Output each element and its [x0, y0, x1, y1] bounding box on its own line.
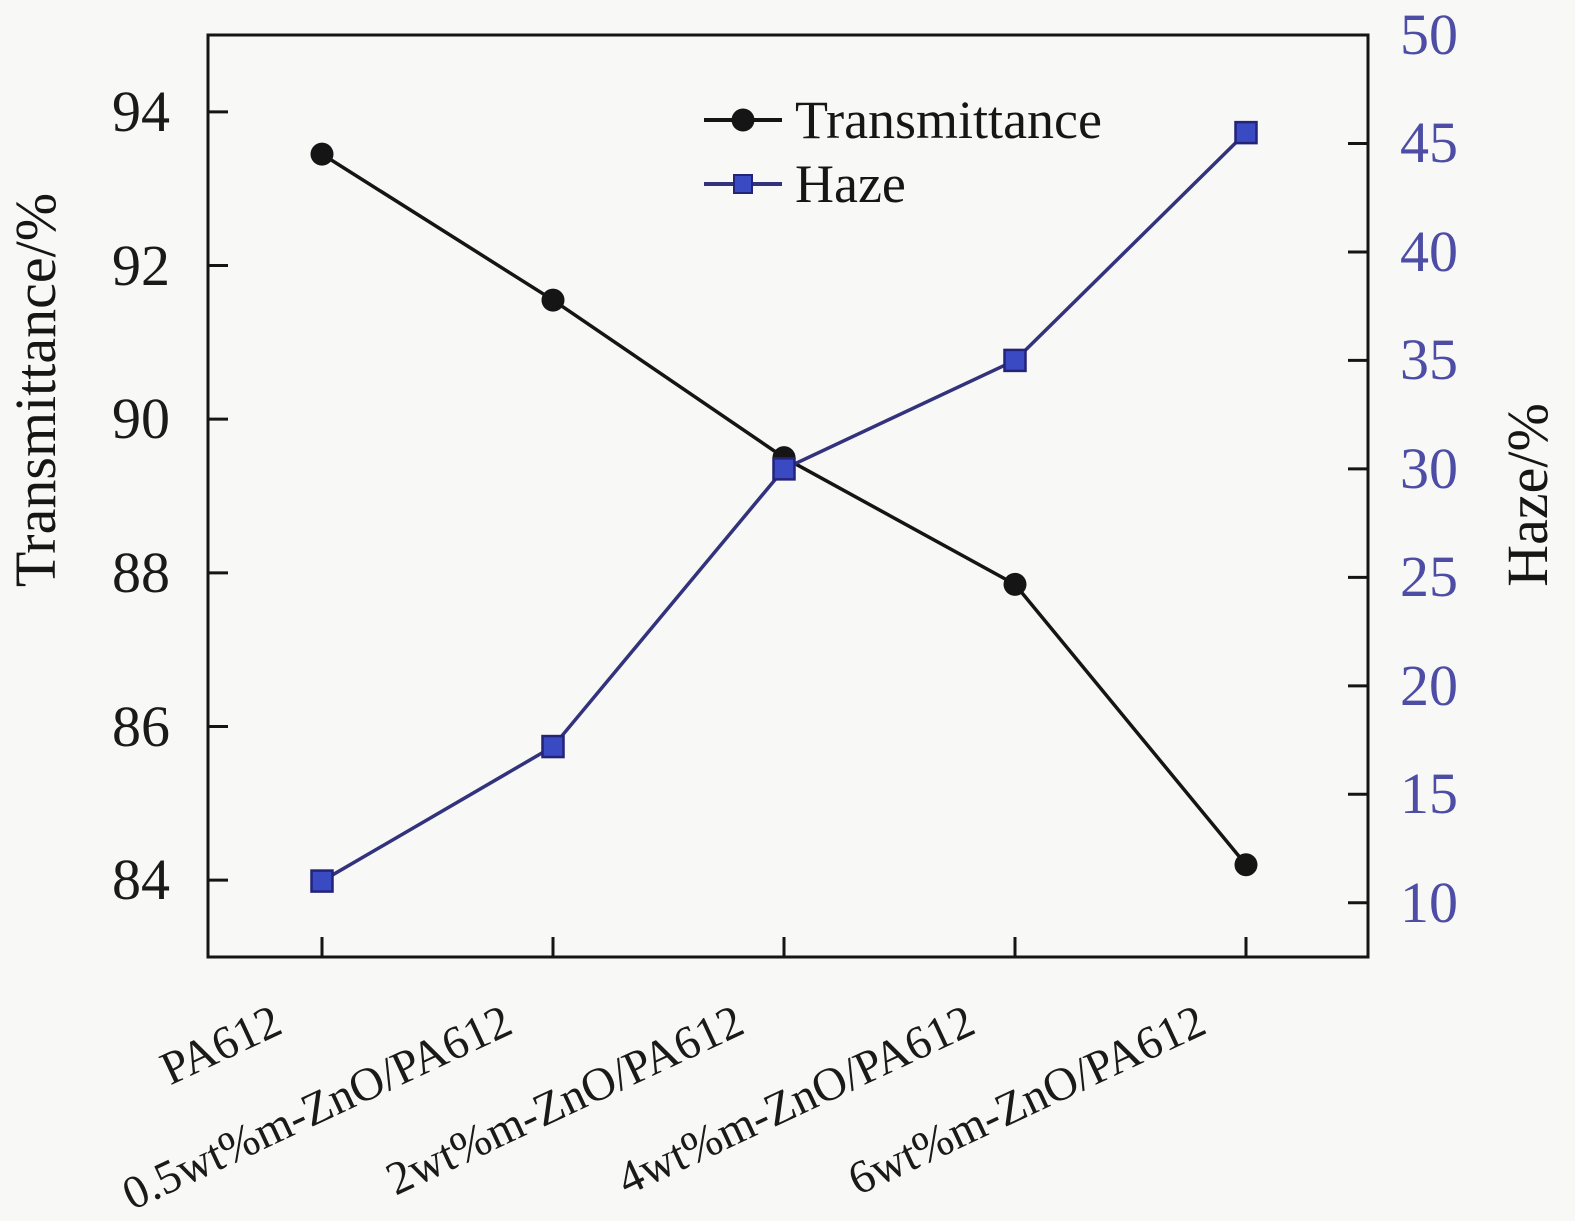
right-axis-tick-label: 25 — [1400, 544, 1458, 610]
transmittance-data-point — [1003, 572, 1027, 596]
right-axis-tick-label: 15 — [1400, 761, 1458, 827]
left-axis-tick-label: 92 — [112, 232, 170, 298]
haze-series-line — [321, 131, 1248, 883]
haze-data-point — [310, 869, 334, 893]
plot-frame — [206, 33, 1370, 959]
square-marker-icon — [733, 174, 753, 194]
haze-data-point — [1234, 120, 1258, 145]
right-axis-tick-label: 30 — [1400, 435, 1458, 501]
legend-label: Transmittance — [795, 90, 1102, 150]
transmittance-data-point — [541, 288, 565, 312]
circle-marker-icon — [731, 108, 755, 132]
right-axis-tick-label: 40 — [1400, 218, 1458, 284]
legend-item-haze: Haze — [704, 152, 1102, 216]
left-axis-title: Transmittance/% — [3, 192, 68, 588]
left-axis-tick-label: 90 — [112, 386, 170, 452]
legend-line-sample — [704, 108, 782, 132]
right-axis-tick-label: 50 — [1400, 2, 1458, 67]
transmittance-data-point — [1234, 853, 1258, 877]
transmittance-series-line — [321, 152, 1248, 866]
legend-item-transmittance: Transmittance — [704, 88, 1102, 152]
left-axis-tick-label: 86 — [112, 693, 170, 759]
legend: Transmittance Haze — [704, 88, 1102, 216]
right-axis-tick-label: 20 — [1400, 652, 1458, 718]
left-axis-tick-label: 94 — [112, 78, 170, 144]
right-axis-tick-label: 45 — [1400, 110, 1458, 176]
legend-line-sample — [704, 174, 782, 194]
legend-label: Haze — [795, 154, 906, 214]
haze-data-point — [772, 457, 796, 481]
left-axis-tick-label: 84 — [112, 847, 170, 913]
right-axis-tick-label: 35 — [1400, 327, 1458, 393]
transmittance-data-point — [310, 142, 334, 166]
right-axis-tick-label: 10 — [1400, 869, 1458, 935]
haze-data-point — [1003, 348, 1027, 373]
haze-data-point — [541, 734, 565, 759]
right-axis-title: Haze/% — [1495, 403, 1560, 587]
left-axis-tick-label: 88 — [112, 539, 170, 605]
